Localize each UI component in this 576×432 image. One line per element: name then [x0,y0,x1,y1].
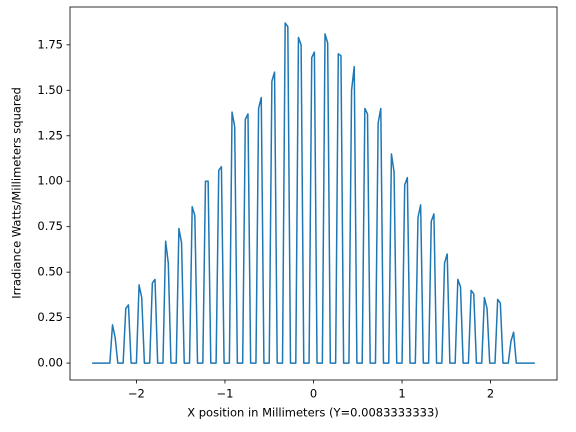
x-axis-label: X position in Millimeters (Y=0.008333333… [187,406,439,420]
y-tick-label: 1.25 [37,128,63,142]
x-tick-label: 1 [398,387,405,401]
y-axis-label: Irradiance Watts/Millimeters squared [10,87,24,299]
x-tick-label: 2 [487,387,494,401]
y-tick-label: 0.25 [37,310,63,324]
y-tick-label: 0.50 [37,265,63,279]
x-tick-label: −2 [128,387,145,401]
y-tick-label: 0.00 [37,356,63,370]
y-tick-label: 1.00 [37,174,63,188]
x-tick-label: 0 [310,387,317,401]
data-line [92,22,535,364]
y-tick-label: 0.75 [37,219,63,233]
y-tick-label: 1.50 [37,83,63,97]
x-tick-label: −1 [216,387,233,401]
y-tick-label: 1.75 [37,37,63,51]
